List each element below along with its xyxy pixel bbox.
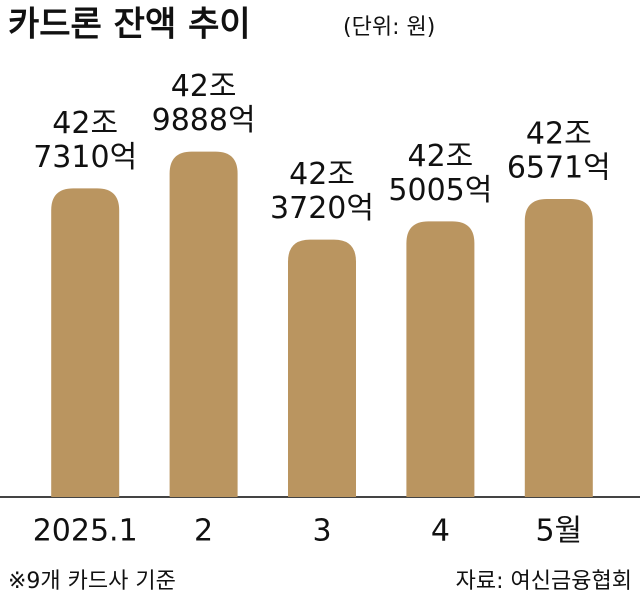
x-tick-label: 3 <box>312 514 331 549</box>
value-label: 42조 <box>526 116 592 151</box>
value-label: 5005억 <box>388 173 492 208</box>
footnote: ※9개 카드사 기준 <box>8 569 176 594</box>
x-tick-label: 2025.1 <box>33 514 138 549</box>
value-label: 9888억 <box>152 103 256 138</box>
chart-title: 카드론 잔액 추이 <box>8 5 251 45</box>
bar <box>288 239 356 497</box>
value-label: 3720억 <box>270 191 374 226</box>
x-tick-label: 2 <box>194 514 213 549</box>
value-label: 7310억 <box>33 140 137 175</box>
bar <box>406 221 475 497</box>
x-tick-label: 4 <box>431 514 450 549</box>
value-label: 42조 <box>171 69 237 104</box>
value-label: 42조 <box>52 106 118 141</box>
source: 자료: 여신금융협회 <box>456 569 632 594</box>
value-label: 42조 <box>408 139 474 174</box>
value-label: 42조 <box>289 157 355 192</box>
x-tick-label: 5월 <box>535 514 582 549</box>
bar <box>169 151 238 497</box>
bar <box>51 188 120 498</box>
bar <box>524 198 593 498</box>
value-label: 6571억 <box>507 150 611 185</box>
unit-label: (단위: 원) <box>343 15 435 40</box>
